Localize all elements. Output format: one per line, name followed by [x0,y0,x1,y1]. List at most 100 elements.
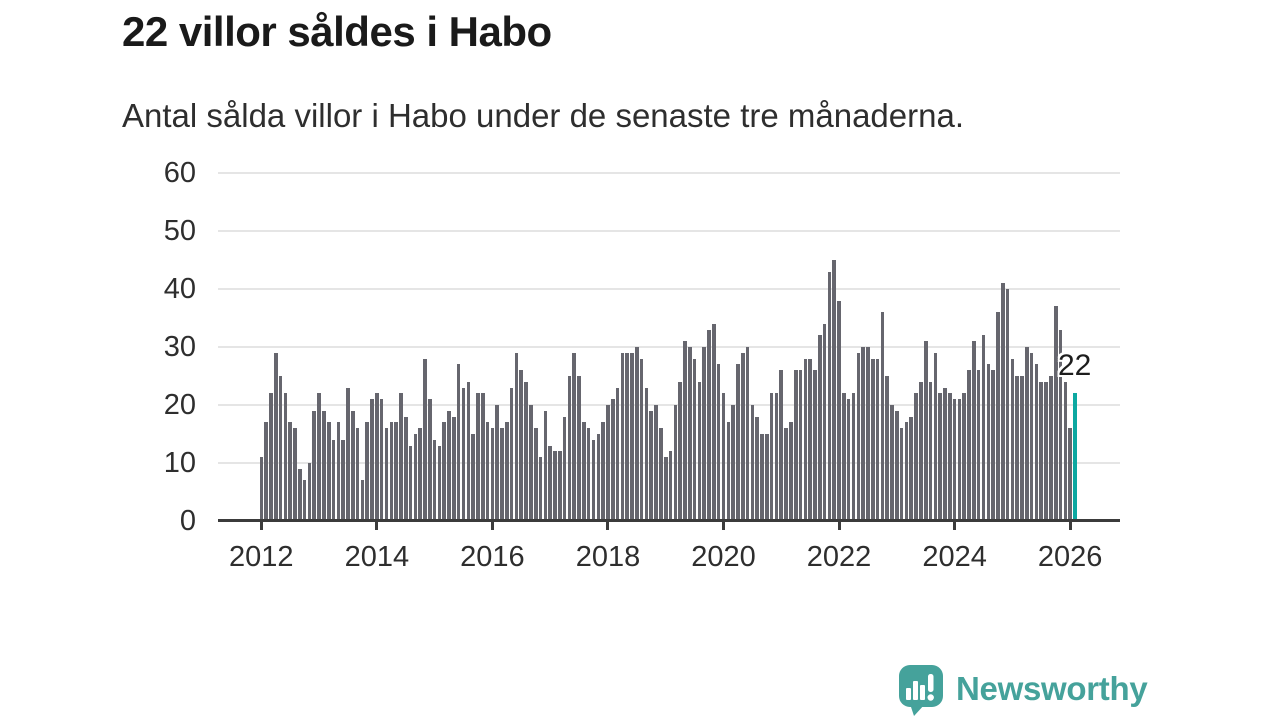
x-axis-tick [722,522,725,530]
bar [923,341,928,521]
bar [991,370,995,521]
bar [355,428,360,521]
bar [577,376,581,521]
bar [326,422,331,521]
bar [668,451,673,521]
bar [851,393,856,521]
bar [649,410,654,521]
y-axis-label: 0 [179,504,196,537]
bar [750,405,755,521]
bar [798,370,803,521]
bar [1039,381,1044,521]
bar [509,387,514,521]
bar [456,364,461,521]
bar [803,358,808,521]
bar [774,393,779,521]
bar [712,323,716,521]
bar [572,352,577,521]
y-axis-label: 10 [163,446,196,479]
bar [765,434,769,521]
bar [442,422,447,521]
bar [596,434,601,521]
bar [298,468,302,521]
bar [832,260,837,521]
bar [538,457,543,521]
bar [972,341,976,521]
bar [1015,376,1019,521]
bar [745,347,750,521]
bar [779,370,784,521]
bar [948,393,952,521]
bar [793,370,798,521]
bar [899,428,904,521]
bar [981,335,986,521]
bar [697,381,702,521]
bar [302,480,307,521]
x-axis-label: 2014 [344,541,410,573]
bar [909,416,914,521]
x-axis-label: 2018 [575,541,641,573]
y-gridline [218,346,1120,348]
bar [500,428,504,521]
y-axis-label: 50 [163,214,196,247]
bar [389,422,394,521]
bar [558,451,562,521]
bar [317,393,321,521]
x-axis-label: 2016 [460,541,525,573]
x-axis-label: 2020 [691,541,756,573]
bar [678,381,682,521]
x-axis-tick [837,522,841,530]
bar [875,358,880,521]
y-axis-label: 40 [163,272,196,305]
bar [283,393,288,521]
bar [635,347,639,521]
bar [904,422,909,521]
bar [716,364,721,521]
bar [813,370,817,521]
bar [952,399,957,521]
bar [399,393,403,521]
bar [1000,283,1005,521]
bar [480,393,485,521]
bar [610,399,615,521]
bar [1034,364,1039,521]
bar [1068,428,1072,521]
bar [740,352,745,521]
bar [273,352,278,521]
bar [269,393,273,521]
bar [755,416,759,521]
y-axis-label: 20 [163,388,196,421]
x-axis-label: 2024 [922,541,987,573]
bar [278,376,283,521]
bar [827,271,832,521]
bar [769,393,774,521]
bar [938,393,942,521]
bar [293,428,297,521]
bar [659,428,663,521]
bar [432,439,437,521]
bar [639,358,644,521]
last-value-label: 22 [1058,349,1092,382]
bar [760,434,764,521]
bar [490,428,495,521]
bar [856,352,861,521]
bar [1063,381,1068,521]
bar [692,358,697,521]
bar [466,381,471,521]
bar [818,335,822,521]
bar [870,358,875,521]
bar [1058,329,1063,521]
bar [957,399,962,521]
bar [591,439,596,521]
bar [736,364,740,521]
bar [967,370,971,521]
bar [461,387,466,521]
newsworthy-speech-bubble-chart-icon [899,665,943,716]
bar [428,399,432,521]
x-axis-label: 2026 [1037,541,1103,573]
bar [707,329,711,521]
bar [259,457,264,521]
bar [529,405,533,521]
bar [837,300,841,521]
bar [423,358,427,521]
